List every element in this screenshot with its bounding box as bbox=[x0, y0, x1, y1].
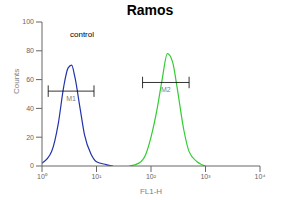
html-text:control: control bbox=[70, 30, 94, 39]
svg-text:20: 20 bbox=[26, 134, 34, 141]
svg-text:40: 40 bbox=[26, 105, 34, 112]
svg-text:80: 80 bbox=[26, 47, 34, 54]
svg-text:M2: M2 bbox=[161, 86, 171, 93]
svg-text:M1: M1 bbox=[66, 95, 76, 102]
svg-text:0: 0 bbox=[30, 162, 34, 169]
svg-text:Counts: Counts bbox=[12, 69, 21, 94]
svg-text:60: 60 bbox=[26, 76, 34, 83]
svg-text:100: 100 bbox=[22, 18, 34, 25]
html-text:Ramos: Ramos bbox=[126, 2, 174, 18]
svg-text:10²: 10² bbox=[146, 173, 157, 180]
svg-text:10¹: 10¹ bbox=[91, 173, 102, 180]
svg-text:10⁴: 10⁴ bbox=[255, 173, 266, 180]
svg-text:10³: 10³ bbox=[200, 173, 211, 180]
svg-text:10⁰: 10⁰ bbox=[37, 173, 48, 180]
svg-text:FL1-H: FL1-H bbox=[140, 187, 162, 196]
